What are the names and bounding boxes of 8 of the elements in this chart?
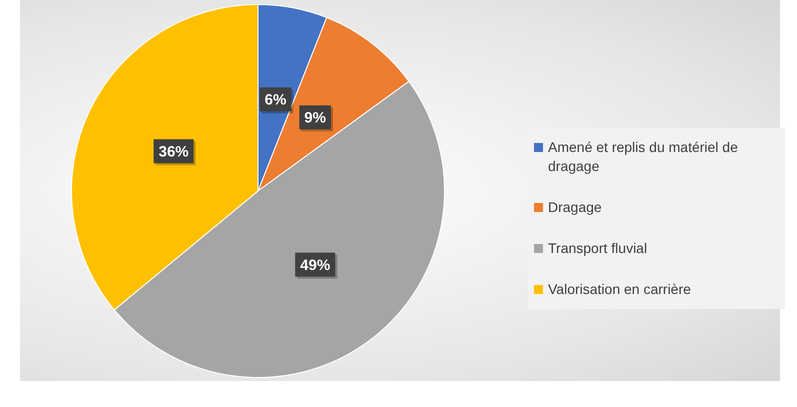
data-label: 9% bbox=[304, 109, 326, 126]
legend-label: Valorisation en carrière bbox=[548, 280, 691, 299]
legend-label: Amené et replis du matériel de dragage bbox=[548, 138, 739, 176]
legend-label: Dragage bbox=[548, 198, 602, 217]
data-label: 49% bbox=[300, 256, 330, 274]
data-label: 36% bbox=[158, 143, 189, 160]
slice-label: Transport fluvial bbox=[548, 239, 648, 258]
data-label: 6% bbox=[264, 92, 286, 109]
